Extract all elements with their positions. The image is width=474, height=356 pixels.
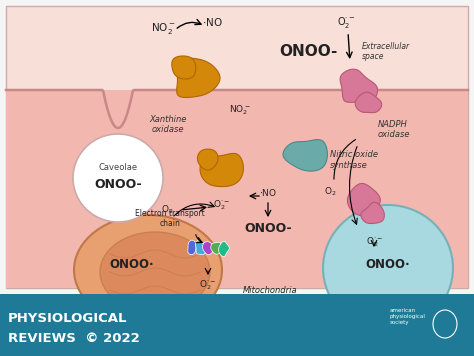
Polygon shape bbox=[6, 82, 468, 288]
Bar bbox=[0, 294, 474, 356]
Text: $\mathregular{O_2^{\cdot-}}$: $\mathregular{O_2^{\cdot-}}$ bbox=[200, 278, 217, 292]
Text: american
physiological
society: american physiological society bbox=[390, 308, 426, 325]
Polygon shape bbox=[172, 56, 196, 79]
Text: Xanthine
oxidase: Xanthine oxidase bbox=[149, 115, 187, 135]
Polygon shape bbox=[347, 183, 380, 216]
Text: $\mathregular{O_2}$: $\mathregular{O_2}$ bbox=[324, 186, 336, 198]
Polygon shape bbox=[195, 240, 206, 255]
Bar bbox=[6, 90, 468, 288]
Text: Phagosome: Phagosome bbox=[364, 300, 412, 309]
Text: $\mathregular{O_2^{\cdot-}}$: $\mathregular{O_2^{\cdot-}}$ bbox=[366, 235, 383, 249]
Polygon shape bbox=[340, 69, 378, 103]
Text: ONOO-: ONOO- bbox=[279, 44, 337, 59]
Ellipse shape bbox=[323, 205, 453, 331]
Polygon shape bbox=[355, 92, 382, 113]
Ellipse shape bbox=[73, 134, 163, 222]
Text: $\mathregular{O_2^{\cdot-}}$: $\mathregular{O_2^{\cdot-}}$ bbox=[337, 15, 355, 30]
Text: NADPH
oxidase: NADPH oxidase bbox=[378, 120, 410, 140]
Text: PHYSIOLOGICAL: PHYSIOLOGICAL bbox=[8, 312, 128, 325]
Text: Extracellular
space: Extracellular space bbox=[362, 42, 410, 61]
Text: $\mathregular{NO_2^-}$: $\mathregular{NO_2^-}$ bbox=[229, 103, 251, 117]
Polygon shape bbox=[200, 153, 243, 187]
Polygon shape bbox=[188, 240, 196, 255]
Text: $\mathregular{NO_2^-}$: $\mathregular{NO_2^-}$ bbox=[151, 21, 175, 36]
Text: ONOO·: ONOO· bbox=[109, 258, 155, 272]
Text: ONOO-: ONOO- bbox=[244, 221, 292, 235]
Polygon shape bbox=[283, 140, 328, 171]
Text: ONOO·: ONOO· bbox=[365, 258, 410, 272]
Polygon shape bbox=[211, 242, 221, 254]
Ellipse shape bbox=[100, 232, 210, 312]
Text: Electron transport
chain: Electron transport chain bbox=[135, 209, 205, 228]
Polygon shape bbox=[361, 202, 384, 224]
Polygon shape bbox=[197, 149, 218, 170]
Text: Caveolae: Caveolae bbox=[99, 163, 137, 173]
Text: ONOO-: ONOO- bbox=[94, 178, 142, 192]
Text: $\mathregular{\cdot NO}$: $\mathregular{\cdot NO}$ bbox=[201, 16, 222, 28]
Text: $\mathregular{O_2}$: $\mathregular{O_2}$ bbox=[161, 204, 173, 216]
Text: Mitochondria: Mitochondria bbox=[243, 286, 297, 295]
Text: $\mathregular{O_2^{\cdot-}}$: $\mathregular{O_2^{\cdot-}}$ bbox=[213, 198, 230, 212]
Polygon shape bbox=[175, 58, 220, 98]
Bar bbox=[6, 6, 468, 288]
Ellipse shape bbox=[74, 215, 222, 325]
Polygon shape bbox=[219, 241, 229, 257]
Text: REVIEWS  © 2022: REVIEWS © 2022 bbox=[8, 332, 140, 345]
Text: $\mathregular{\cdot NO}$: $\mathregular{\cdot NO}$ bbox=[259, 187, 277, 198]
Polygon shape bbox=[202, 242, 213, 255]
Text: Nitric oxide
synthase: Nitric oxide synthase bbox=[330, 150, 378, 170]
